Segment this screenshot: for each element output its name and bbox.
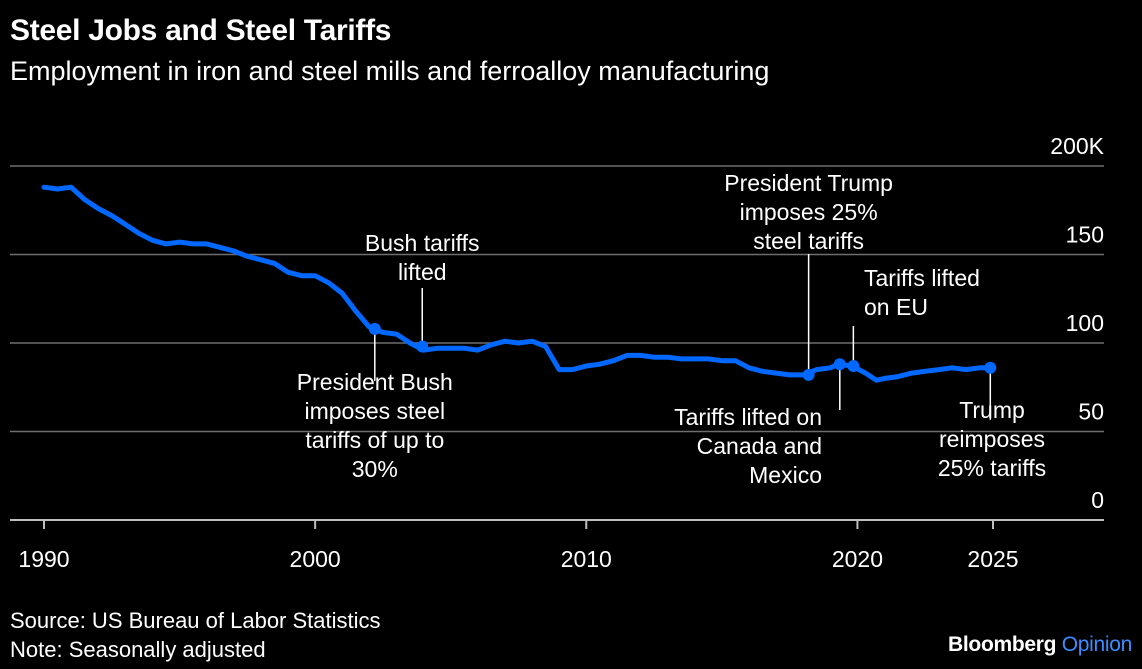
- annotation-line: steel tariffs: [753, 228, 864, 254]
- annotation-line: on EU: [864, 294, 928, 320]
- gridlines: [10, 165, 1104, 521]
- x-tick-label: 2025: [967, 546, 1018, 572]
- annotation-line: Bush tariffs: [365, 230, 480, 256]
- event-marker: [416, 340, 429, 353]
- annotation-line: Tariffs lifted on: [674, 404, 822, 430]
- brand-accent: Opinion: [1061, 633, 1133, 656]
- annotation-label: President Trump imposes 25% steel tariffs: [724, 170, 893, 254]
- x-tick-label: 1990: [18, 546, 69, 572]
- event-marker: [847, 360, 860, 373]
- annotation-label: President Bush imposes steel tariffs of up…: [297, 369, 453, 482]
- annotation-line: Trump: [959, 397, 1025, 423]
- annotation-line: Mexico: [749, 462, 822, 488]
- annotation-label: Tariffs lifted on EU: [864, 265, 980, 320]
- annotation-line: imposes 25%: [740, 199, 878, 225]
- annotation-line: reimposes: [939, 426, 1045, 452]
- event-marker: [984, 361, 997, 374]
- chart-title: Steel Jobs and Steel Tariffs: [10, 14, 392, 47]
- event-marker: [368, 322, 381, 335]
- annotation-line: President Trump: [724, 170, 893, 196]
- y-tick-label: 0: [1091, 487, 1104, 513]
- x-tick-label: 2010: [561, 546, 612, 572]
- y-tick-label: 50: [1078, 399, 1104, 425]
- brand-name: Bloomberg: [948, 633, 1057, 656]
- x-axis-ticks: 1990 2000 2010 2020 2025: [18, 520, 1019, 572]
- annotation-line: 30%: [352, 456, 398, 482]
- annotation-label: Bush tariffs lifted: [365, 230, 480, 285]
- event-marker: [802, 368, 815, 381]
- y-tick-label: 150: [1066, 222, 1104, 248]
- annotations: President Bush imposes steel tariffs of up…: [297, 170, 1046, 488]
- brand-logo: Bloomberg Opinion: [948, 633, 1132, 657]
- x-tick-label: 2000: [290, 546, 341, 572]
- annotation-line: Tariffs lifted: [864, 265, 980, 291]
- event-marker: [833, 358, 846, 371]
- annotation-line: 25% tariffs: [938, 455, 1046, 481]
- annotation-line: Canada and: [697, 433, 822, 459]
- annotation-line: President Bush: [297, 369, 453, 395]
- y-axis-ticks: 0 50 100 150 200K: [1050, 133, 1104, 513]
- annotation-line: imposes steel: [304, 398, 445, 424]
- annotation-line: lifted: [398, 259, 447, 285]
- annotation-label: Tariffs lifted on Canada and Mexico: [674, 404, 822, 488]
- y-tick-label: 100: [1066, 310, 1104, 336]
- chart-subtitle: Employment in iron and steel mills and f…: [10, 56, 770, 86]
- annotation-line: tariffs of up to: [305, 427, 444, 453]
- source-note: Source: US Bureau of Labor Statistics: [10, 608, 381, 633]
- x-tick-label: 2020: [832, 546, 883, 572]
- annotation-label: Trump reimposes 25% tariffs: [938, 397, 1046, 481]
- y-tick-label: 200K: [1050, 133, 1104, 159]
- adjustment-note: Note: Seasonally adjusted: [10, 637, 266, 662]
